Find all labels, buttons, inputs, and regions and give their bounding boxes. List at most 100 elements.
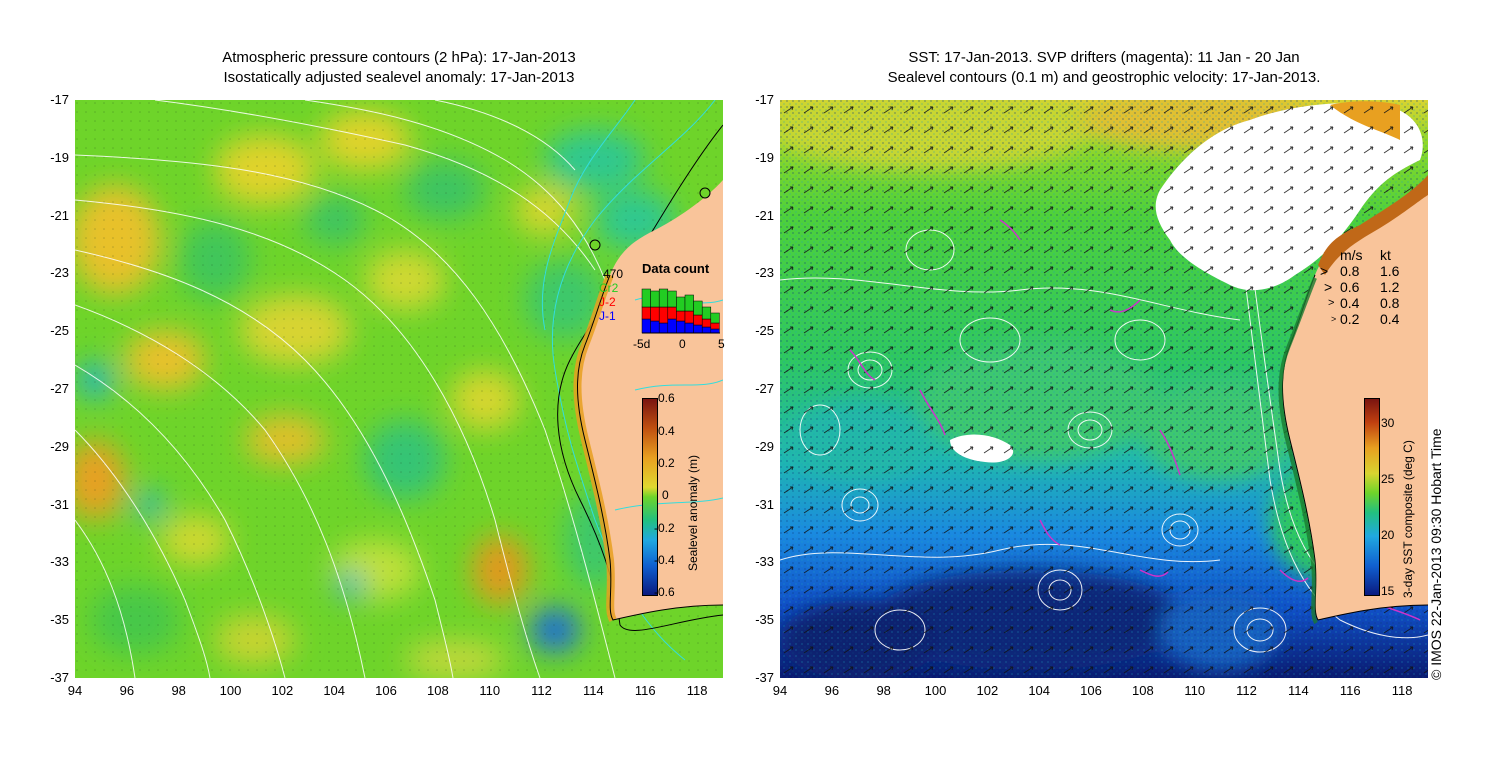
right-longitude-tick: 98 xyxy=(876,683,891,698)
satellite-cr2-label: Cr2 xyxy=(599,281,619,295)
left-latitude-tick: -37 xyxy=(50,670,69,685)
right-longitude-tick: 102 xyxy=(976,683,999,698)
velocity-arrow-icon: > xyxy=(1320,263,1329,279)
right-latitude-tick: -21 xyxy=(755,207,774,223)
left-latitude-tick: -21 xyxy=(50,207,69,223)
sst-tick-25: 25 xyxy=(1381,472,1395,486)
data-count-histogram xyxy=(641,288,720,334)
sealevel-tick-0.6: 0.6 xyxy=(658,391,675,405)
right-longitude-tick: 106 xyxy=(1080,683,1102,698)
histogram-bar-segment xyxy=(684,322,694,334)
sealevel-anomaly-map xyxy=(75,100,723,678)
right-map-title: SST: 17-Jan-2013. SVP drifters (magenta)… xyxy=(780,48,1428,88)
histogram-tick-5: 5 xyxy=(718,337,725,351)
data-count-inset: Data count 470 Cr2 J-2 J-1 -5d 0 5 xyxy=(599,261,725,351)
velocity-arrow-icon: > xyxy=(1328,297,1335,309)
velocity-legend-header-ms: m/s xyxy=(1340,247,1363,263)
right-latitude-tick: -25 xyxy=(755,323,774,339)
histogram-bar-segment xyxy=(650,320,660,334)
sealevel-anomaly-map-graphic xyxy=(75,100,723,678)
velocity-legend: m/s kt > 0.8 1.6 > 0.6 1.2 > 0.4 0.8 > 0… xyxy=(1310,247,1420,337)
histogram-bar-segment xyxy=(693,314,703,326)
right-longitude-tick: 114 xyxy=(1288,683,1309,698)
sealevel-tick-minus0.2: -0.2 xyxy=(654,521,675,535)
right-longitude-tick: 118 xyxy=(1391,683,1413,698)
satellite-j1-label: J-1 xyxy=(599,309,616,323)
left-latitude-tick: -35 xyxy=(50,612,69,628)
left-longitude-tick: 102 xyxy=(271,683,294,698)
left-longitude-tick: 104 xyxy=(323,683,346,698)
velocity-arrow-icon: > xyxy=(1324,279,1333,295)
histogram-bar-segment xyxy=(658,306,669,324)
left-latitude-tick: -19 xyxy=(50,149,69,165)
histogram-bar-segment xyxy=(684,294,694,312)
right-latitude-tick: -31 xyxy=(755,496,774,512)
histogram-bar-segment xyxy=(684,310,694,324)
sst-tick-15: 15 xyxy=(1381,584,1395,598)
sealevel-colorbar-label: Sealevel anomaly (m) xyxy=(686,454,700,571)
velocity-legend-kt-value: 1.6 xyxy=(1380,263,1400,279)
left-latitude-tick: -25 xyxy=(50,323,69,339)
right-title-line2: Sealevel contours (0.1 m) and geostrophi… xyxy=(887,69,1321,86)
histogram-bar-segment xyxy=(701,318,712,328)
velocity-legend-kt-value: 0.4 xyxy=(1380,311,1400,327)
sst-colorbar xyxy=(1364,398,1380,596)
histogram-bar-segment xyxy=(667,318,677,334)
histogram-bar-segment xyxy=(641,288,651,308)
velocity-legend-ms-value: 0.6 xyxy=(1340,279,1360,295)
left-title-line2: Isostatically adjusted sealevel anomaly:… xyxy=(223,69,575,86)
velocity-arrow-icon: > xyxy=(1331,314,1337,324)
velocity-legend-ms-value: 0.8 xyxy=(1340,263,1360,279)
right-latitude-tick: -19 xyxy=(755,149,774,165)
histogram-tick-0: 0 xyxy=(679,337,686,351)
right-longitude-tick: 94 xyxy=(772,683,788,698)
right-longitude-tick: 104 xyxy=(1028,683,1051,698)
histogram-bar-segment xyxy=(658,288,669,308)
left-longitude-tick: 114 xyxy=(583,683,604,698)
velocity-legend-kt-value: 0.8 xyxy=(1380,295,1400,311)
histogram-bar-segment xyxy=(667,290,677,308)
histogram-bar-segment xyxy=(710,328,720,334)
left-latitude-tick: -33 xyxy=(50,554,69,570)
sealevel-colorbar xyxy=(642,398,658,596)
histogram-bar-segment xyxy=(701,326,712,334)
right-latitude-tick: -23 xyxy=(755,265,774,281)
data-count-title: Data count xyxy=(642,261,710,276)
histogram-bar-segment xyxy=(667,306,677,320)
right-latitude-tick: -37 xyxy=(755,670,774,685)
left-longitude-tick: 94 xyxy=(67,683,83,698)
right-longitude-tick: 100 xyxy=(924,683,947,698)
histogram-bar-segment xyxy=(676,320,686,334)
left-longitude-tick: 96 xyxy=(119,683,135,698)
left-longitude-tick: 106 xyxy=(375,683,397,698)
right-title-line1: SST: 17-Jan-2013. SVP drifters (magenta)… xyxy=(908,49,1300,66)
right-longitude-tick: 116 xyxy=(1339,683,1361,698)
velocity-legend-kt-value: 1.2 xyxy=(1380,279,1400,295)
sealevel-tick-minus0.6: -0.6 xyxy=(654,585,675,599)
sealevel-tick-0.4: 0.4 xyxy=(658,424,675,438)
left-latitude-tick: -27 xyxy=(50,381,69,396)
right-longitude-tick: 110 xyxy=(1184,683,1206,698)
sst-map xyxy=(780,100,1428,678)
right-latitude-tick: -27 xyxy=(755,381,774,396)
sealevel-tick-minus0.4: -0.4 xyxy=(654,553,675,567)
velocity-legend-ms-value: 0.4 xyxy=(1340,295,1360,311)
satellite-j2-label: J-2 xyxy=(599,295,616,309)
sst-tick-30: 30 xyxy=(1381,416,1395,430)
left-latitude-tick: -23 xyxy=(50,265,69,281)
histogram-bar-segment xyxy=(701,306,712,320)
sst-tick-20: 20 xyxy=(1381,528,1395,542)
left-longitude-tick: 110 xyxy=(479,683,501,698)
left-latitude-tick: -17 xyxy=(50,92,69,107)
histogram-tick-minus5: -5d xyxy=(633,337,650,351)
left-longitude-tick: 98 xyxy=(171,683,186,698)
sealevel-tick-0.2: 0.2 xyxy=(658,456,675,470)
histogram-bar-segment xyxy=(676,310,686,322)
right-longitude-tick: 96 xyxy=(824,683,840,698)
right-latitude-tick: -17 xyxy=(755,92,774,107)
left-longitude-tick: 108 xyxy=(427,683,449,698)
histogram-bar-segment xyxy=(641,306,651,320)
left-longitude-tick: 116 xyxy=(634,683,656,698)
left-map-title: Atmospheric pressure contours (2 hPa): 1… xyxy=(75,48,723,88)
left-latitude-tick: -31 xyxy=(50,496,69,512)
